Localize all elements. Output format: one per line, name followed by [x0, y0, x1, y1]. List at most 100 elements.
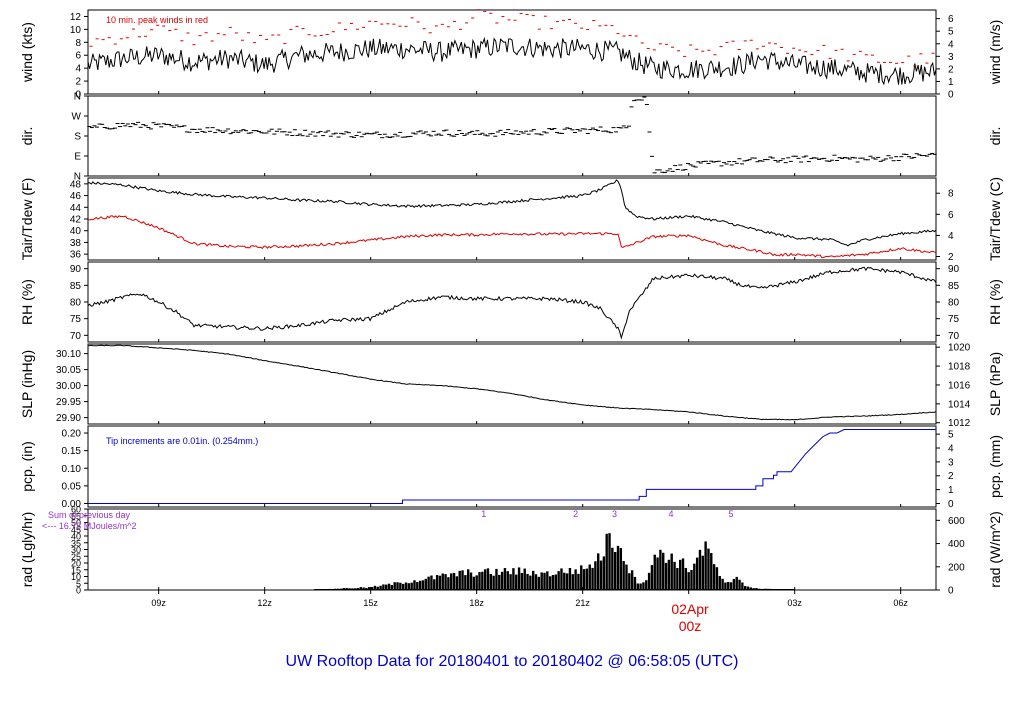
date-sublabel: 00z: [679, 618, 702, 634]
pcp-left-tick-label: 0.15: [62, 446, 82, 457]
rad-left-tick-label: 20: [71, 559, 81, 569]
panel-slp: 29.90 29.95 30.00 30.05 30.10 1012 1014 1016 101…: [19, 343, 1003, 430]
temp-line-tair: [87, 179, 937, 247]
pcp-left-tick-label: 0.20: [62, 429, 82, 440]
slp-right-tick-label: 1014: [948, 399, 971, 410]
temp-ylabel-left: Tair/Tdew (F): [19, 178, 35, 260]
dir-frame: [87, 95, 937, 177]
time-axis-label: 18z: [469, 598, 484, 608]
slp-ylabel-right: SLP (hPa): [987, 352, 1003, 416]
pcp-right-tick-label: 5: [948, 430, 954, 441]
pcp-right-tick-label: 1: [948, 485, 954, 496]
panel-pcp: 0.00 0.05 0.10 0.15 0.20 0 1 2 3 4 5 pcp. (in) pcp. …: [19, 425, 1003, 510]
dir-ylabel-left: dir.: [19, 127, 35, 146]
pcp-left-tick-label: 0.10: [62, 464, 82, 475]
pcp-right-tick-label: 3: [948, 457, 954, 468]
rh-left-tick-label: 90: [70, 264, 82, 275]
rad-left-tick-label: 15: [71, 565, 81, 575]
slp-right-tick-label: 1016: [948, 380, 971, 391]
rad-left-tick-label: 25: [71, 552, 81, 562]
rh-right-tick-label: 85: [948, 281, 960, 292]
rh-right-tick-label: 75: [948, 314, 960, 325]
wind-right-tick-label: 3: [948, 52, 954, 63]
dir-left-tick-label: E: [74, 152, 81, 163]
rad-annotation-line2: <--- 16.73 MJoules/m^2: [42, 521, 137, 531]
slp-left-tick-label: 30.05: [56, 365, 81, 376]
rad-left-tick-label: 40: [71, 532, 81, 542]
temp-left-tick-label: 38: [70, 238, 82, 249]
wind-right-tick-label: 1: [948, 77, 954, 88]
temp-left-tick-label: 46: [70, 191, 82, 202]
pcp-left-tick-label: 0.00: [62, 499, 82, 510]
slp-right-tick-label: 1020: [948, 343, 971, 354]
temp-line-tdew: [87, 215, 937, 259]
pcp-frame: [87, 425, 937, 508]
temp-right-tick-label: 2: [948, 252, 954, 263]
wind-right-tick-label: 0: [948, 90, 954, 101]
pcp-right-tick-label: 2: [948, 471, 954, 482]
rh-right-tick-label: 80: [948, 298, 960, 309]
wind-right-tick-label: 6: [948, 14, 954, 25]
slp-line-slp: [87, 344, 937, 421]
pcp-line-precip: [88, 429, 936, 504]
rad-frame: [87, 508, 937, 591]
temp-right-tick-label: 4: [948, 231, 954, 242]
wind-left-tick-label: 12: [70, 12, 82, 23]
time-axis-label: 15z: [363, 598, 378, 608]
temp-left-tick-label: 42: [70, 215, 82, 226]
pcp-annotation: Tip increments are 0.01in. (0.254mm.): [106, 436, 258, 446]
wind-right-tick-label: 2: [948, 64, 954, 75]
wind-ylabel-left: wind (kts): [19, 22, 35, 83]
wind-annotation: 10 min. peak winds in red: [106, 15, 208, 25]
time-axis-label: 03z: [787, 598, 802, 608]
wind-right-tick-label: 4: [948, 39, 954, 50]
rad-left-tick-label: 60: [71, 505, 81, 515]
pcp-left-tick-label: 0.05: [62, 481, 82, 492]
rad-left-tick-label: 50: [71, 518, 81, 528]
pcp-right-tick-label: 4: [948, 444, 954, 455]
time-axis: 09z 12z 15z 18z 21z 03z 06z: [151, 590, 908, 608]
time-axis-label: 21z: [575, 598, 590, 608]
dir-left-tick-label: W: [72, 112, 82, 123]
time-axis-label: 09z: [151, 598, 166, 608]
wind-frame: [87, 9, 937, 95]
rad-ylabel-left: rad (Lgly/hr): [19, 512, 35, 587]
dir-left-tick-label: N: [74, 172, 81, 183]
rad-right-tick-label: 200: [948, 562, 965, 573]
wind-left-tick-label: 8: [75, 38, 81, 49]
pcp-ylabel-right: pcp. (mm): [987, 435, 1003, 498]
temp-left-tick-label: 48: [70, 179, 82, 190]
rh-right-tick-label: 90: [948, 264, 960, 275]
rad-left-tick-label: 0: [76, 586, 81, 596]
temp-right-tick-label: 8: [948, 189, 954, 200]
page-title: UW Rooftop Data for 20180401 to 20180402…: [286, 653, 739, 670]
rad-ylabel-right: rad (W/m^2): [987, 511, 1003, 588]
wind-ylabel-right: wind (m/s): [987, 20, 1003, 86]
slp-left-tick-label: 30.00: [56, 381, 81, 392]
rh-left-tick-label: 85: [70, 281, 82, 292]
rh-left-tick-label: 70: [70, 331, 82, 342]
rad-marker: 3: [612, 509, 617, 519]
wind-left-tick-label: 6: [75, 51, 81, 62]
time-axis-label: 06z: [893, 598, 908, 608]
rad-marker: 2: [573, 509, 578, 519]
rh-left-tick-label: 80: [70, 298, 82, 309]
rad-right-tick-label: 400: [948, 539, 965, 550]
temp-ylabel-right: Tair/Tdew (C): [987, 177, 1003, 261]
slp-left-tick-label: 29.90: [56, 413, 81, 424]
rad-left-tick-label: 45: [71, 525, 81, 535]
rh-ylabel-right: RH (%): [987, 279, 1003, 325]
wind-left-tick-label: 0: [75, 90, 81, 101]
rh-right-tick-label: 70: [948, 331, 960, 342]
dir-left-tick-label: S: [74, 132, 81, 143]
panel-rh: 70 75 80 85 90 70 75 80 85 90 RH (%) RH (%): [19, 261, 1003, 343]
slp-left-tick-label: 29.95: [56, 397, 81, 408]
temp-right-tick-label: 6: [948, 210, 954, 221]
